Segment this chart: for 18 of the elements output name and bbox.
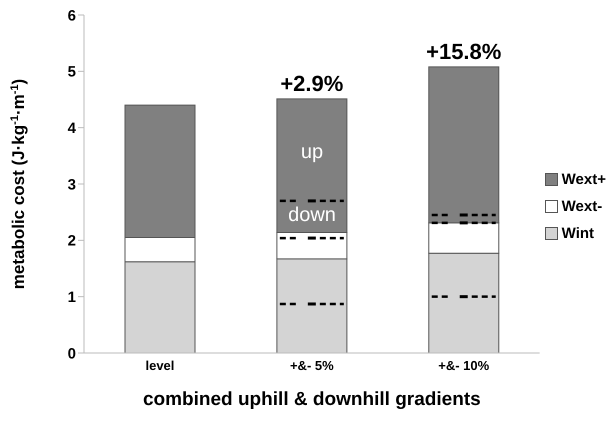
x-tick-label: +&- 10% (438, 358, 490, 374)
annotation: down (287, 203, 337, 227)
y-tick-label: 1 (68, 288, 76, 306)
y-tick-label: 0 (68, 345, 76, 362)
legend-label: Wext- (560, 198, 604, 215)
y-tick-label: 2 (68, 232, 76, 250)
y-tick-label: 4 (68, 120, 77, 137)
x-axis-title: combined uphill & downhill gradients (142, 389, 481, 410)
legend-label: Wint (560, 225, 596, 242)
y-tick-label: 5 (68, 64, 76, 81)
annotation: up (300, 140, 324, 164)
x-tick-label: +&- 5% (290, 358, 334, 374)
x-tick-label: level (145, 358, 174, 374)
annotation: +15.8% (426, 38, 502, 64)
annotation: +2.9% (280, 70, 344, 96)
legend-label: Wext+ (560, 171, 606, 188)
y-tick-label: 3 (68, 176, 76, 194)
y-tick-label: 6 (68, 7, 76, 24)
